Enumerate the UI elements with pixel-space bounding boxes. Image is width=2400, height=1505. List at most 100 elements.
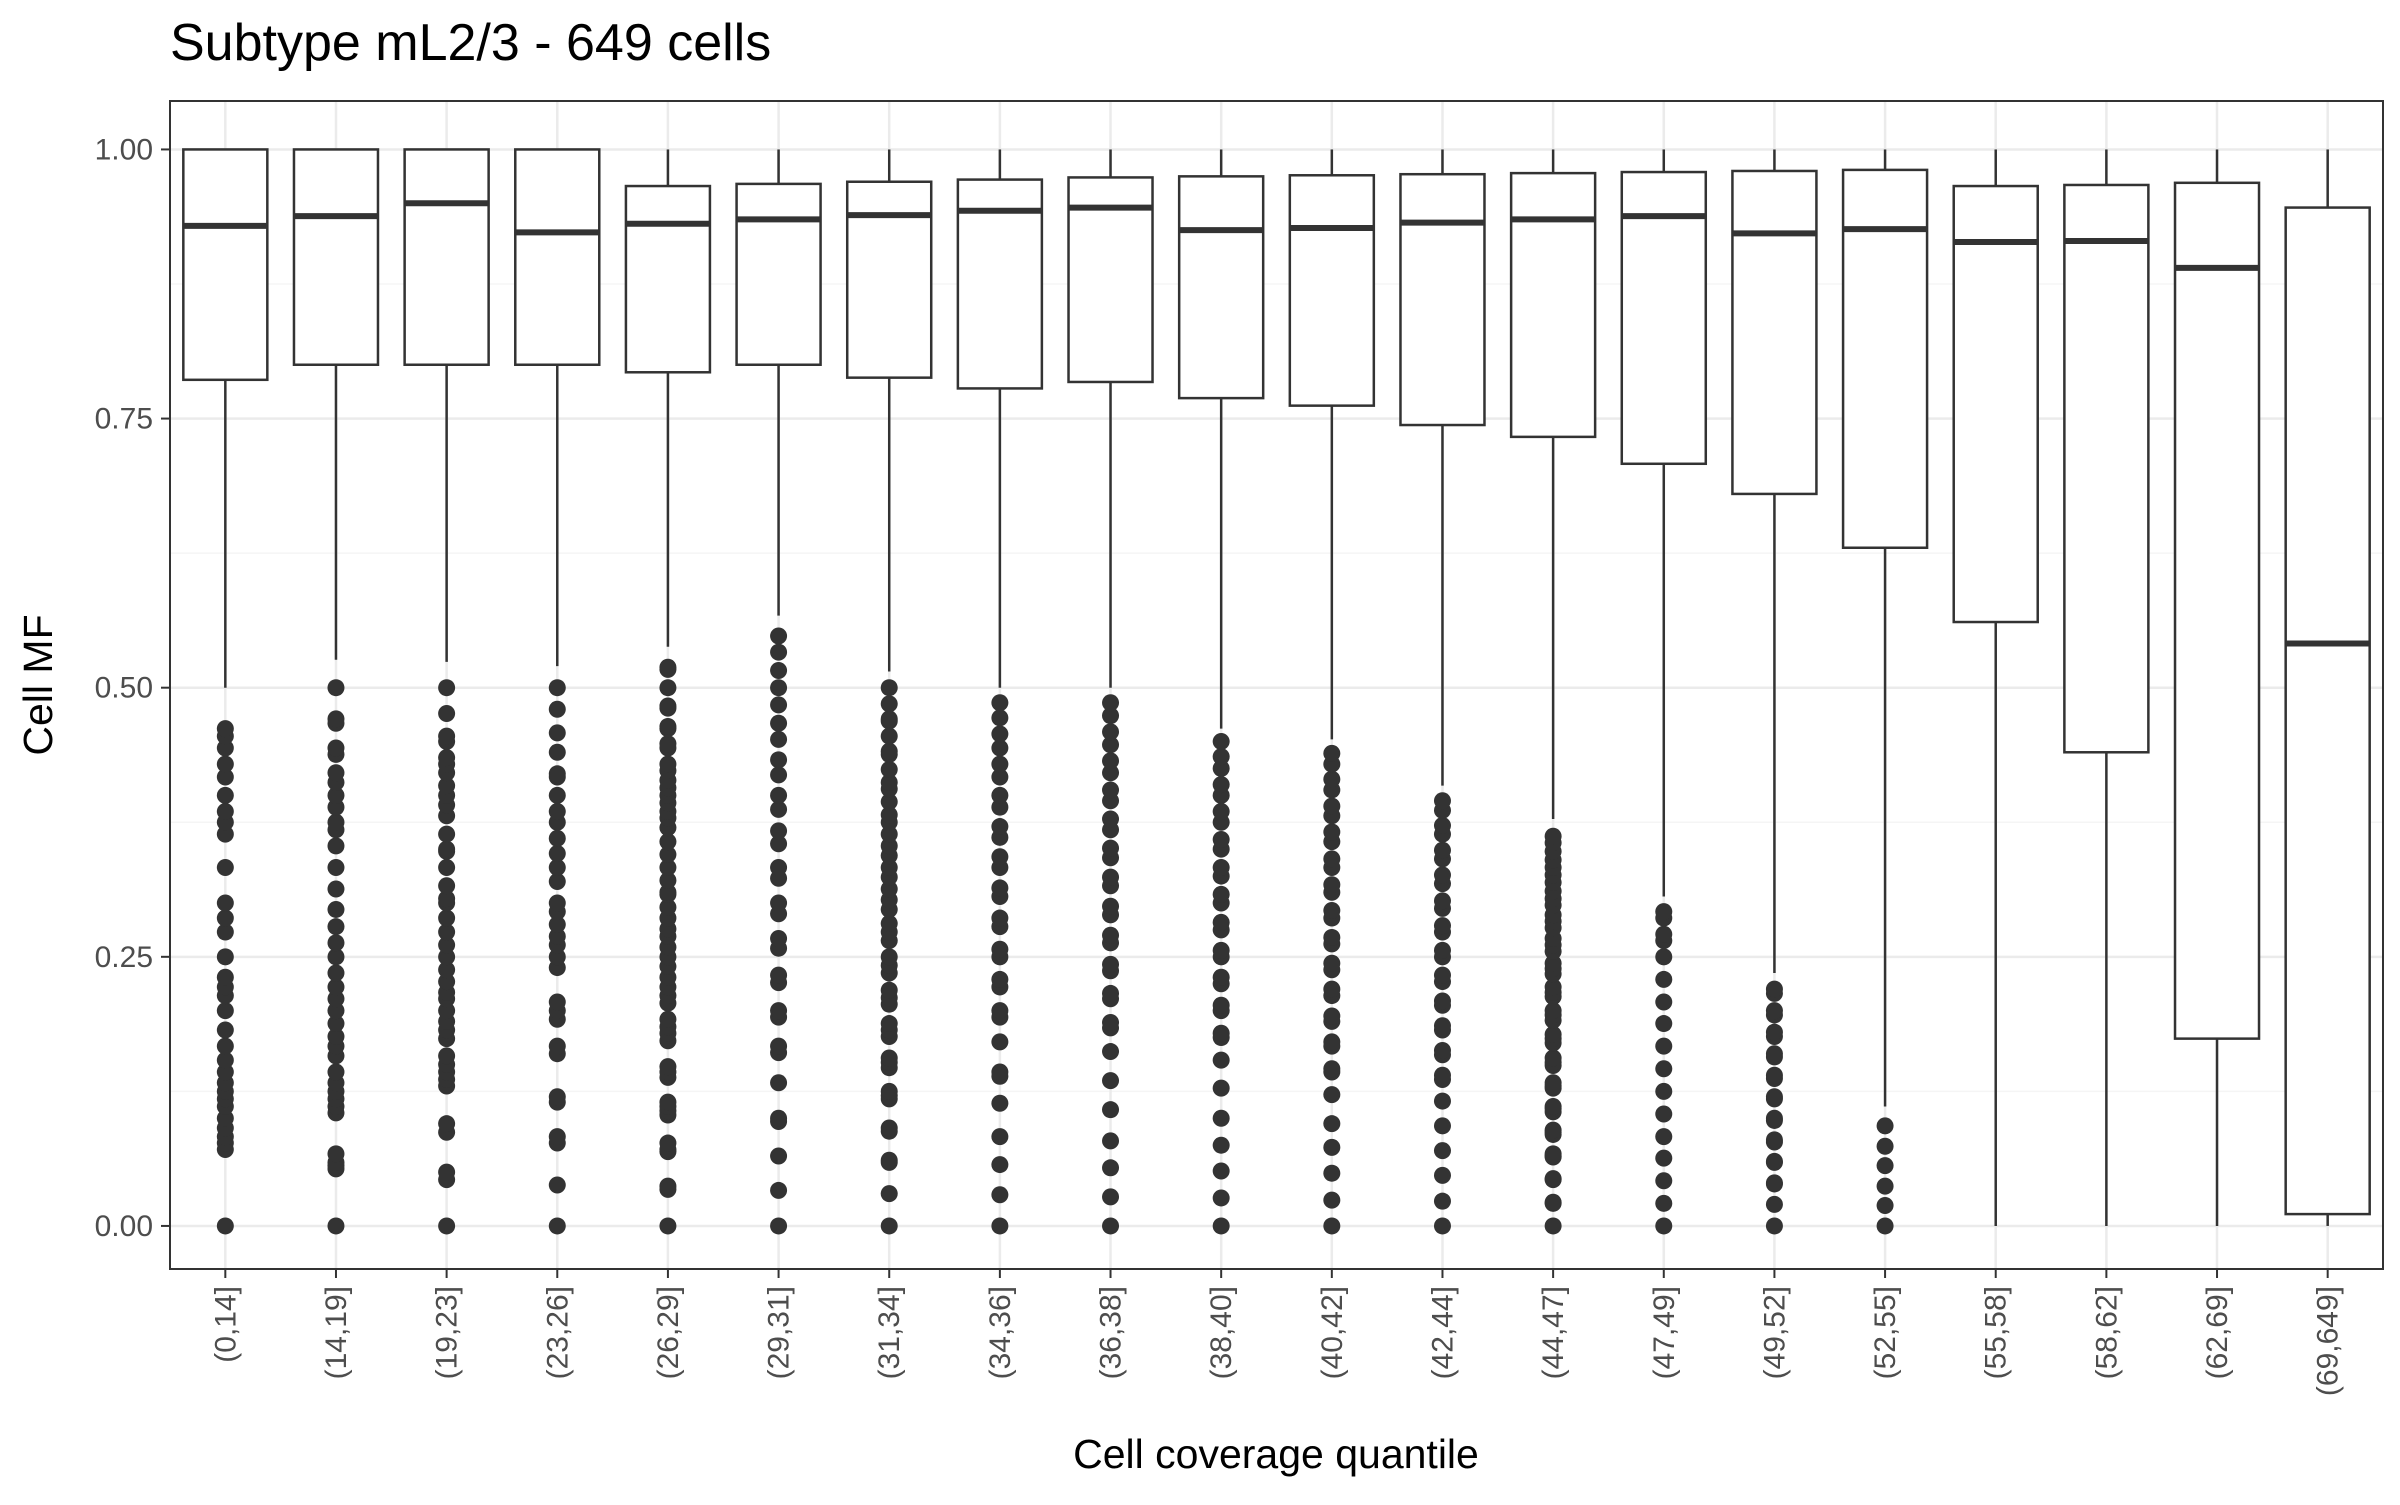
- x-tick-label: (49,52]: [1758, 1286, 1791, 1379]
- outlier-point: [216, 948, 234, 966]
- outlier-point: [770, 1002, 788, 1020]
- outlier-point: [1212, 1162, 1230, 1180]
- outlier-point: [880, 773, 898, 791]
- outlier-point: [880, 837, 898, 855]
- box-14: [1731, 149, 1818, 973]
- outlier-point: [327, 900, 345, 918]
- outlier-point: [1323, 1217, 1341, 1235]
- outlier-point: [216, 1063, 234, 1081]
- outlier-point: [1433, 1041, 1451, 1059]
- outlier-point: [880, 981, 898, 999]
- outlier-point: [548, 700, 566, 718]
- outlier-point: [327, 948, 345, 966]
- outlier-point: [1212, 733, 1230, 751]
- outlier-point: [1323, 770, 1341, 788]
- box-body: [735, 182, 822, 366]
- outlier-point: [438, 727, 456, 745]
- outlier-point: [1212, 1217, 1230, 1235]
- outlier-point: [1876, 1137, 1894, 1155]
- outlier-point: [438, 1115, 456, 1133]
- outlier-point: [770, 822, 788, 840]
- outlier-point: [438, 877, 456, 895]
- outlier-point: [1655, 993, 1673, 1011]
- outlier-point: [1876, 1177, 1894, 1195]
- outlier-point: [770, 643, 788, 661]
- outlier-point: [216, 802, 234, 820]
- x-tick-label: (44,47]: [1537, 1286, 1570, 1379]
- outlier-point: [216, 909, 234, 927]
- box-6: [845, 149, 933, 672]
- x-tick-label: (23,26]: [541, 1286, 574, 1379]
- outlier-point: [327, 964, 345, 982]
- x-tick-label: (62,69]: [2201, 1286, 2234, 1379]
- outlier-point: [1433, 992, 1451, 1010]
- outlier-point: [991, 709, 1009, 727]
- outlier-point: [1765, 1023, 1783, 1041]
- outlier-point: [438, 749, 456, 767]
- outlier-point: [1433, 1066, 1451, 1084]
- box-body: [1399, 172, 1486, 427]
- outlier-point: [1544, 1170, 1562, 1188]
- outlier-point: [1544, 1049, 1562, 1067]
- outlier-point: [548, 786, 566, 804]
- outlier-point: [327, 880, 345, 898]
- outlier-point: [880, 880, 898, 898]
- outlier-point: [659, 755, 677, 773]
- outlier-point: [1433, 1217, 1451, 1235]
- outlier-point: [1433, 917, 1451, 935]
- outlier-point: [438, 961, 456, 979]
- outlier-point: [880, 948, 898, 966]
- outlier-point: [659, 1177, 677, 1195]
- box-7: [956, 149, 1044, 688]
- outlier-point: [1765, 1195, 1783, 1213]
- outlier-point: [991, 1156, 1009, 1174]
- outlier-point: [1102, 736, 1120, 754]
- outlier-point: [991, 798, 1009, 816]
- outlier-point: [1544, 1121, 1562, 1139]
- outlier-point: [438, 1047, 456, 1065]
- outlier-point: [880, 1217, 898, 1235]
- outlier-point: [880, 858, 898, 876]
- outlier-point: [1433, 1192, 1451, 1210]
- outlier-point: [880, 1015, 898, 1033]
- outlier-point: [1102, 1217, 1120, 1235]
- outlier-point: [770, 766, 788, 784]
- outlier-point: [1323, 954, 1341, 972]
- outlier-point: [770, 800, 788, 818]
- outlier-point: [659, 679, 677, 697]
- outlier-point: [548, 993, 566, 1011]
- y-tick-label: 0.00: [95, 1210, 153, 1243]
- outlier-point: [1102, 694, 1120, 712]
- outlier-point: [327, 1002, 345, 1020]
- box-body: [2173, 181, 2261, 1040]
- outlier-point: [880, 1049, 898, 1067]
- outlier-point: [880, 727, 898, 745]
- outlier-point: [1544, 1074, 1562, 1092]
- outlier-point: [991, 786, 1009, 804]
- outlier-point: [770, 696, 788, 714]
- outlier-point: [1323, 980, 1341, 998]
- outlier-point: [1102, 984, 1120, 1002]
- outlier-point: [438, 948, 456, 966]
- outlier-point: [327, 990, 345, 1008]
- outlier-point: [327, 837, 345, 855]
- outlier-point: [1102, 810, 1120, 828]
- outlier-point: [659, 1134, 677, 1152]
- outlier-point: [1765, 1088, 1783, 1106]
- outlier-point: [327, 918, 345, 936]
- outlier-point: [548, 916, 566, 934]
- outlier-point: [1433, 966, 1451, 984]
- outlier-point: [659, 658, 677, 676]
- outlier-point: [659, 1217, 677, 1235]
- outlier-point: [770, 1074, 788, 1092]
- outlier-point: [991, 909, 1009, 927]
- outlier-point: [1765, 1002, 1783, 1020]
- outlier-point: [327, 978, 345, 996]
- outlier-point: [1655, 1172, 1673, 1190]
- outlier-point: [1544, 1145, 1562, 1163]
- outlier-point: [1102, 752, 1120, 770]
- outlier-point: [1102, 707, 1120, 725]
- outlier-point: [1655, 925, 1673, 943]
- outlier-point: [1876, 1117, 1894, 1135]
- outlier-point: [1655, 1149, 1673, 1167]
